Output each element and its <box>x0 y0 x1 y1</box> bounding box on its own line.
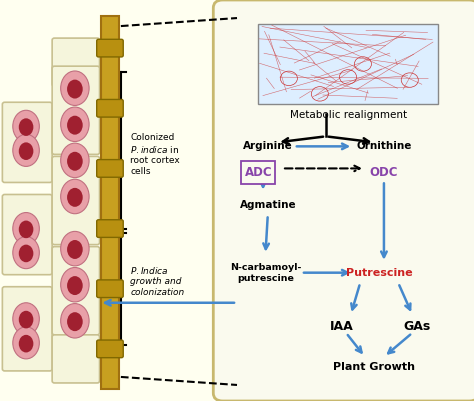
Ellipse shape <box>19 245 33 262</box>
Text: ADC: ADC <box>245 166 272 179</box>
FancyBboxPatch shape <box>241 161 275 184</box>
FancyBboxPatch shape <box>97 280 123 298</box>
FancyBboxPatch shape <box>52 66 100 154</box>
FancyBboxPatch shape <box>52 156 100 245</box>
Ellipse shape <box>19 335 33 352</box>
FancyArrowPatch shape <box>264 217 269 249</box>
Ellipse shape <box>67 240 82 259</box>
FancyBboxPatch shape <box>52 247 100 335</box>
FancyBboxPatch shape <box>258 24 438 104</box>
Ellipse shape <box>13 110 39 142</box>
FancyBboxPatch shape <box>2 102 52 182</box>
Ellipse shape <box>67 152 82 171</box>
Ellipse shape <box>61 107 89 142</box>
Ellipse shape <box>19 142 33 160</box>
Ellipse shape <box>67 79 82 99</box>
Text: GAs: GAs <box>403 320 431 333</box>
Ellipse shape <box>67 115 82 135</box>
FancyBboxPatch shape <box>101 16 119 389</box>
Text: Ornithine: Ornithine <box>356 142 411 151</box>
Ellipse shape <box>19 311 33 328</box>
FancyBboxPatch shape <box>97 160 123 177</box>
FancyArrowPatch shape <box>304 270 347 275</box>
Text: IAA: IAA <box>329 320 353 333</box>
Ellipse shape <box>61 304 89 338</box>
FancyBboxPatch shape <box>97 340 123 358</box>
FancyArrowPatch shape <box>260 163 266 187</box>
Ellipse shape <box>19 118 33 136</box>
Text: Metabolic realignment: Metabolic realignment <box>290 110 407 120</box>
FancyBboxPatch shape <box>97 39 123 57</box>
Text: N-carbamoyl-
putrescine: N-carbamoyl- putrescine <box>230 263 301 283</box>
Ellipse shape <box>67 312 82 331</box>
Ellipse shape <box>61 267 89 302</box>
FancyBboxPatch shape <box>2 287 52 371</box>
FancyBboxPatch shape <box>97 99 123 117</box>
FancyBboxPatch shape <box>213 0 474 401</box>
FancyBboxPatch shape <box>97 220 123 237</box>
Text: Agmatine: Agmatine <box>239 200 296 209</box>
Ellipse shape <box>13 213 39 245</box>
FancyBboxPatch shape <box>2 194 52 275</box>
FancyArrowPatch shape <box>381 183 387 257</box>
Ellipse shape <box>61 231 89 266</box>
Text: Colonized
$P. indica$ in
root cortex
cells: Colonized $P. indica$ in root cortex cel… <box>130 133 180 176</box>
FancyBboxPatch shape <box>52 38 100 86</box>
Ellipse shape <box>13 134 39 166</box>
Ellipse shape <box>13 303 39 335</box>
Ellipse shape <box>19 221 33 238</box>
Text: Putrescine: Putrescine <box>346 268 412 277</box>
Text: Arginine: Arginine <box>243 142 292 151</box>
Ellipse shape <box>61 143 89 178</box>
Text: ODC: ODC <box>370 166 398 179</box>
Text: Plant Growth: Plant Growth <box>334 362 415 372</box>
FancyArrowPatch shape <box>351 286 359 310</box>
Ellipse shape <box>67 188 82 207</box>
Ellipse shape <box>61 71 89 105</box>
Ellipse shape <box>13 327 39 359</box>
Ellipse shape <box>61 179 89 214</box>
Text: $P. Indica$
growth and
colonization: $P. Indica$ growth and colonization <box>130 265 184 297</box>
FancyArrowPatch shape <box>285 166 360 171</box>
FancyArrowPatch shape <box>399 285 410 310</box>
Ellipse shape <box>13 237 39 269</box>
FancyArrowPatch shape <box>297 144 347 149</box>
FancyBboxPatch shape <box>52 335 100 383</box>
Ellipse shape <box>67 276 82 295</box>
